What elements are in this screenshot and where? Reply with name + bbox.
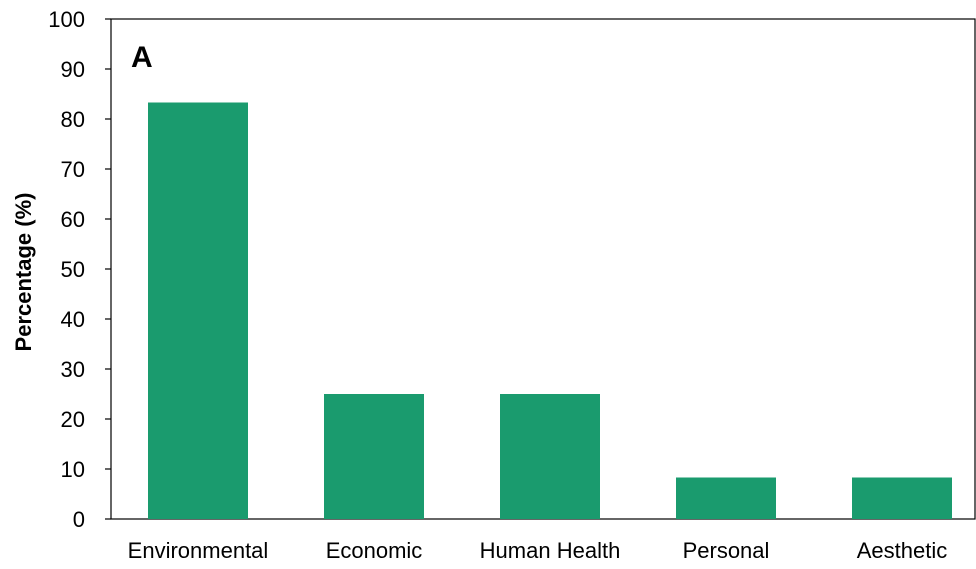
y-tick-label: 30 [61,357,85,382]
bar [676,477,776,519]
bar [148,102,248,519]
bars [148,102,952,519]
x-tick-label: Economic [326,538,423,563]
y-tick-label: 40 [61,307,85,332]
panel-label: A [131,41,153,74]
y-tick-label: 90 [61,57,85,82]
y-tick-label: 70 [61,157,85,182]
y-axis-title: Percentage (%) [11,193,36,352]
x-tick-label: Aesthetic [857,538,948,563]
y-tick-label: 60 [61,207,85,232]
y-tick-label: 0 [73,507,85,532]
bar [500,394,600,519]
y-tick-label: 50 [61,257,85,282]
x-axis-labels: Environmental Economic Human Health Persona… [128,538,948,563]
y-tick-label: 100 [48,7,85,32]
x-tick-label: Human Health [480,538,621,563]
bar [324,394,424,519]
x-tick-label: Personal [683,538,770,563]
y-tick-label: 10 [61,457,85,482]
y-tick-label: 20 [61,407,85,432]
y-tick-label: 80 [61,107,85,132]
bar [852,477,952,519]
y-axis-ticks: 0 10 20 30 40 50 60 70 80 90 100 [48,7,111,532]
x-tick-label: Environmental [128,538,269,563]
